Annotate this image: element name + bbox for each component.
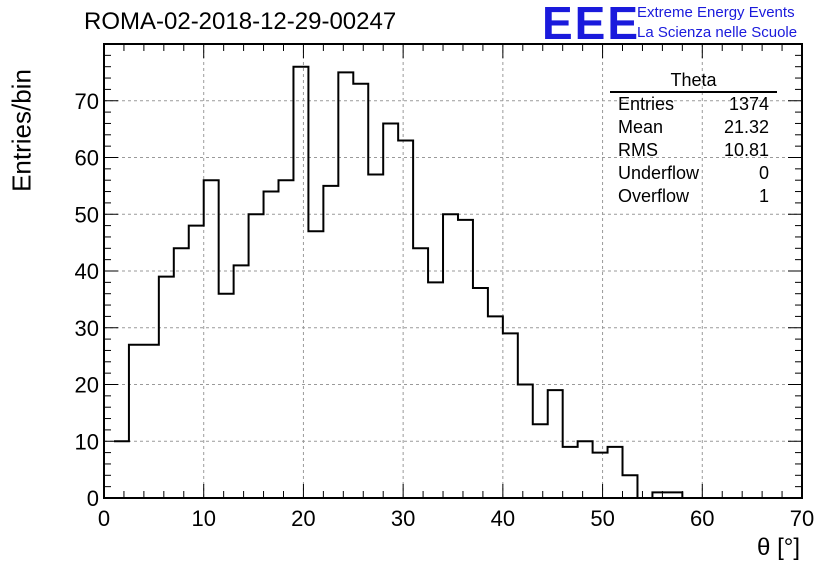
stats-value: 10.81 [723, 140, 769, 160]
stats-title: Theta [610, 70, 777, 93]
x-tick-labels: 0 10 20 30 40 50 60 70 [98, 506, 814, 531]
y-tick-label: 30 [75, 316, 99, 341]
y-tick-label: 20 [75, 373, 99, 398]
x-tick-label: 70 [790, 506, 814, 531]
y-tick-label: 60 [75, 146, 99, 171]
stats-value: 0 [758, 163, 769, 183]
histogram-line [113, 65, 698, 499]
stats-row: Mean 21.32 [610, 116, 777, 139]
logo-line-2: La Scienza nelle Scuole [637, 24, 798, 41]
stats-label: Overflow [618, 186, 690, 206]
axis-ticks [103, 43, 803, 499]
stats-value: 1374 [728, 94, 769, 114]
x-tick-label: 50 [590, 506, 614, 531]
stats-box: Theta Entries 1374 Mean 21.32 RMS 10.81 Und… [610, 70, 777, 208]
logo-caption: Extreme Energy Events La Scienza nelle S… [637, 3, 797, 43]
x-tick-label: 30 [391, 506, 415, 531]
y-tick-label: 0 [87, 486, 99, 511]
y-tick-label: 10 [75, 429, 99, 454]
x-tick-label: 40 [491, 506, 515, 531]
stats-value: 21.32 [723, 117, 769, 137]
logo-line-1: Extreme Energy Events [637, 4, 795, 21]
stats-label: Entries [618, 94, 675, 114]
stats-label: Underflow [618, 163, 700, 183]
stats-row: Overflow 1 [610, 185, 777, 208]
y-axis-label-text: Entries/bin [6, 69, 37, 192]
stats-row: Entries 1374 [610, 93, 777, 116]
stats-row: RMS 10.81 [610, 139, 777, 162]
stats-label: Mean [618, 117, 664, 137]
x-tick-label: 60 [690, 506, 714, 531]
x-tick-label: 0 [98, 506, 110, 531]
y-tick-labels: 0 10 20 30 40 50 60 70 [75, 89, 99, 511]
stats-row: Underflow 0 [610, 162, 777, 185]
stats-label: RMS [618, 140, 658, 160]
x-axis-label: θ [°] [757, 534, 800, 561]
x-tick-label: 20 [291, 506, 315, 531]
y-tick-label: 50 [75, 202, 99, 227]
y-tick-label: 70 [75, 89, 99, 114]
y-tick-label: 40 [75, 259, 99, 284]
x-tick-label: 10 [191, 506, 215, 531]
stats-value: 1 [758, 186, 769, 206]
chart-title: ROMA-02-2018-12-29-00247 [84, 8, 397, 35]
eee-logo: EEE [542, 0, 641, 49]
